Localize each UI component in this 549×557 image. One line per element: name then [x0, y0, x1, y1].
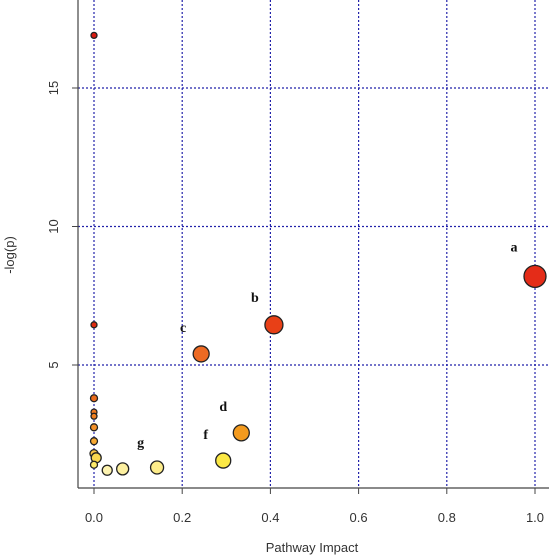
data-point	[90, 31, 98, 40]
data-point	[89, 423, 99, 432]
x-axis-title: Pathway Impact	[266, 540, 359, 555]
data-point	[89, 460, 99, 469]
y-tick-label: 15	[46, 81, 61, 95]
x-tick-label: 0.6	[350, 510, 368, 525]
x-tick-label: 1.0	[526, 510, 544, 525]
x-tick-label: 0.2	[173, 510, 191, 525]
axes: 0.0 0.2 0.4 0.6 0.8 1.0 5 10 15	[46, 0, 549, 525]
data-point	[101, 464, 113, 476]
point-label-g: g	[137, 436, 144, 451]
point-label-a: a	[511, 240, 518, 255]
x-tick-label: 0.8	[438, 510, 456, 525]
point-label-d: d	[219, 400, 227, 415]
data-point	[523, 264, 547, 289]
data-point	[90, 412, 98, 420]
point-label-f: f	[203, 428, 208, 443]
x-tick-label: 0.4	[261, 510, 279, 525]
data-point	[89, 437, 99, 446]
data-point	[89, 394, 99, 403]
data-points	[89, 31, 547, 476]
data-point	[215, 452, 232, 469]
point-label-c: c	[180, 321, 186, 336]
data-point	[149, 460, 165, 475]
data-point	[116, 462, 130, 476]
y-axis-title: -log(p)	[2, 236, 17, 274]
y-tick-label: 10	[46, 219, 61, 233]
x-tick-label: 0.0	[85, 510, 103, 525]
data-point	[264, 315, 284, 335]
data-point	[192, 345, 210, 363]
grid-lines	[78, 0, 549, 488]
y-tick-label: 5	[46, 361, 61, 368]
data-point	[90, 321, 98, 329]
point-label-b: b	[251, 291, 259, 306]
data-point	[232, 424, 250, 442]
point-labels: g fd c b a	[137, 240, 517, 451]
